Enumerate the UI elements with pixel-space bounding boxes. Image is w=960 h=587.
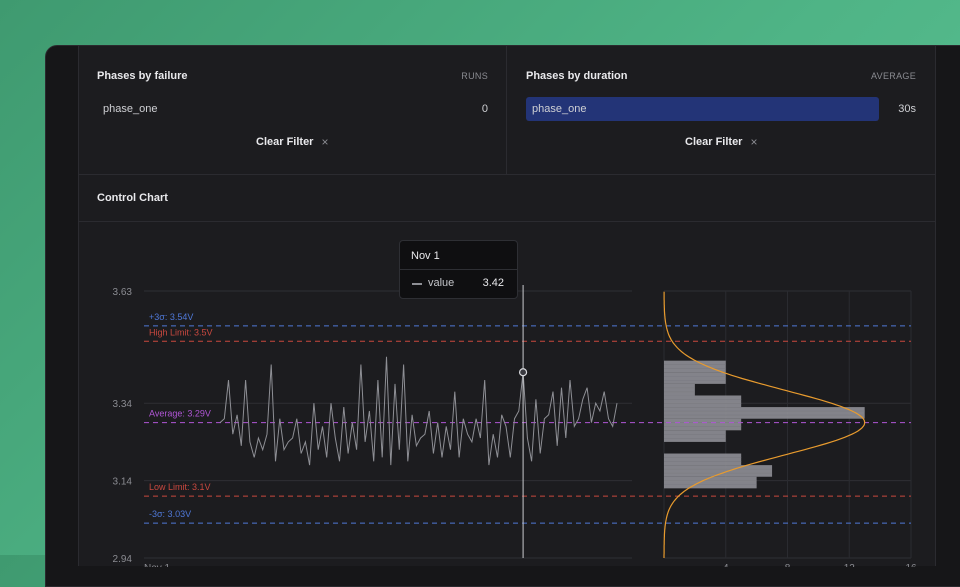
histogram-bar [664,465,773,477]
histogram-bar [664,395,742,408]
phases-by-duration-card: Phases by duration AVERAGE phase_one 30s… [507,46,935,174]
y-tick-label: 2.94 [113,554,133,565]
failure-row-label: phase_one [103,103,158,115]
tooltip-divider [400,269,517,270]
reference-line-label: Low Limit: 3.1V [149,482,211,492]
duration-title: Phases by duration [526,70,628,82]
dashboard-panel: Phases by failure RUNS phase_one 0 Clear… [78,46,936,567]
chart-tooltip: Nov 1 value 3.42 [399,240,518,299]
failure-title: Phases by failure [97,70,188,82]
tooltip-series-name: value [428,277,455,289]
normal-curve-line [663,291,866,558]
cursor-point [518,368,528,377]
y-axis-labels: 3.63 3.34 3.14 2.94 [113,287,133,565]
close-icon: × [321,135,329,149]
y-tick-label: 3.14 [113,477,133,488]
histogram-bar [664,372,726,384]
value-series [219,356,618,466]
histogram [664,360,865,489]
histogram-bar [664,453,742,466]
y-tick-label: 3.63 [113,287,133,298]
duration-clear-filter-button[interactable]: Clear Filter × [685,135,757,149]
histogram-bar [664,383,695,396]
duration-row-label: phase_one [532,103,587,115]
series-swatch-icon [412,283,422,285]
tooltip-date: Nov 1 [411,250,440,262]
failure-clear-filter-button[interactable]: Clear Filter × [256,135,328,149]
y-tick-label: 3.34 [113,399,133,410]
histogram-bar [664,418,742,431]
x-tick-label: 12 [844,563,856,567]
section-divider [79,174,935,175]
phases-by-failure-card: Phases by failure RUNS phase_one 0 Clear… [79,46,507,174]
duration-clear-filter-label: Clear Filter [685,136,743,148]
series-line [219,356,618,466]
reference-lines: +3σ: 3.54V High Limit: 3.5V Average: 3.29V… [144,312,911,524]
reference-line-label: -3σ: 3.03V [149,509,191,519]
x-tick-label: 4 [723,563,729,567]
chart-cursor [518,285,528,558]
histogram-bar [664,476,757,489]
x-tick-label: Nov 1 [144,563,171,567]
app-window: Phases by failure RUNS phase_one 0 Clear… [45,45,960,587]
chart-grid [144,290,912,559]
control-chart-title: Control Chart [97,192,168,204]
failure-column-header: RUNS [461,71,488,81]
reference-line-label: +3σ: 3.54V [149,312,193,322]
failure-clear-filter-label: Clear Filter [256,136,314,148]
failure-row-value: 0 [481,103,488,115]
x-tick-label: 8 [785,563,791,567]
close-icon: × [750,135,758,149]
section-divider [79,221,935,222]
histogram-bar [664,407,865,419]
x-tick-label: 16 [905,563,917,567]
failure-row[interactable]: phase_one 0 [97,97,488,121]
duration-row-bar [526,97,879,121]
reference-line-label: High Limit: 3.5V [149,327,213,337]
tooltip-value: 3.42 [482,277,504,289]
duration-row-value: 30s [898,103,916,115]
reference-line-label: Average: 3.29V [149,409,211,419]
histogram-bar [664,360,726,373]
duration-column-header: AVERAGE [871,71,916,81]
duration-row[interactable]: phase_one 30s [526,97,916,121]
histogram-bar [664,430,726,442]
x-axis-labels: 4 8 12 16 Nov 1 [144,563,917,567]
normal-curve [663,291,866,558]
